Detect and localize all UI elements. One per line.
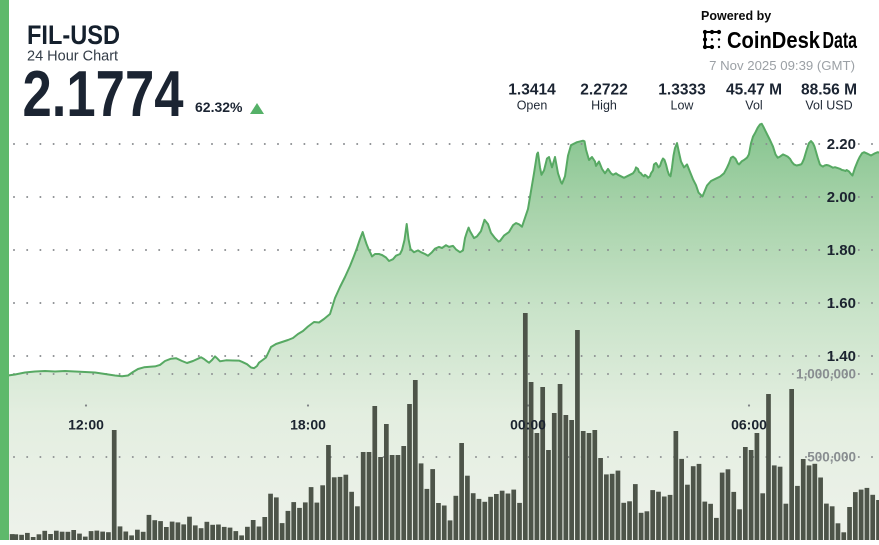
svg-text:Open: Open	[517, 99, 548, 113]
svg-text:12:00: 12:00	[68, 417, 104, 433]
svg-text:18:00: 18:00	[290, 417, 326, 433]
svg-text:2.00: 2.00	[827, 189, 856, 206]
svg-text:62.32%: 62.32%	[195, 99, 243, 115]
svg-text:Powered by: Powered by	[701, 9, 771, 23]
svg-text:00:00: 00:00	[510, 417, 546, 433]
svg-text:1.60: 1.60	[827, 295, 856, 312]
svg-text:1.40: 1.40	[827, 348, 856, 365]
svg-text:2.2722: 2.2722	[580, 82, 627, 99]
svg-text:Low: Low	[671, 99, 695, 113]
svg-text:500,000: 500,000	[807, 450, 856, 465]
svg-text:88.56 M: 88.56 M	[801, 82, 857, 99]
svg-text:1.80: 1.80	[827, 242, 856, 259]
svg-text:Data: Data	[823, 27, 858, 53]
svg-text:CoinDesk: CoinDesk	[727, 27, 820, 53]
svg-text:Vol: Vol	[745, 99, 762, 113]
svg-text:2.1774: 2.1774	[23, 57, 184, 130]
svg-text:Vol USD: Vol USD	[805, 99, 852, 113]
svg-text:High: High	[591, 99, 617, 113]
svg-text:1.3333: 1.3333	[658, 82, 706, 99]
svg-text:7 Nov 2025 09:39 (GMT): 7 Nov 2025 09:39 (GMT)	[709, 58, 855, 73]
svg-text:45.47 M: 45.47 M	[726, 82, 782, 99]
svg-text:2.20: 2.20	[827, 136, 856, 153]
svg-text:FIL-USD: FIL-USD	[27, 20, 120, 50]
svg-text:06:00: 06:00	[731, 417, 767, 433]
svg-text:1.3414: 1.3414	[508, 82, 556, 99]
svg-text:1,000,000: 1,000,000	[796, 367, 856, 382]
svg-text:24 Hour Chart: 24 Hour Chart	[27, 49, 118, 65]
